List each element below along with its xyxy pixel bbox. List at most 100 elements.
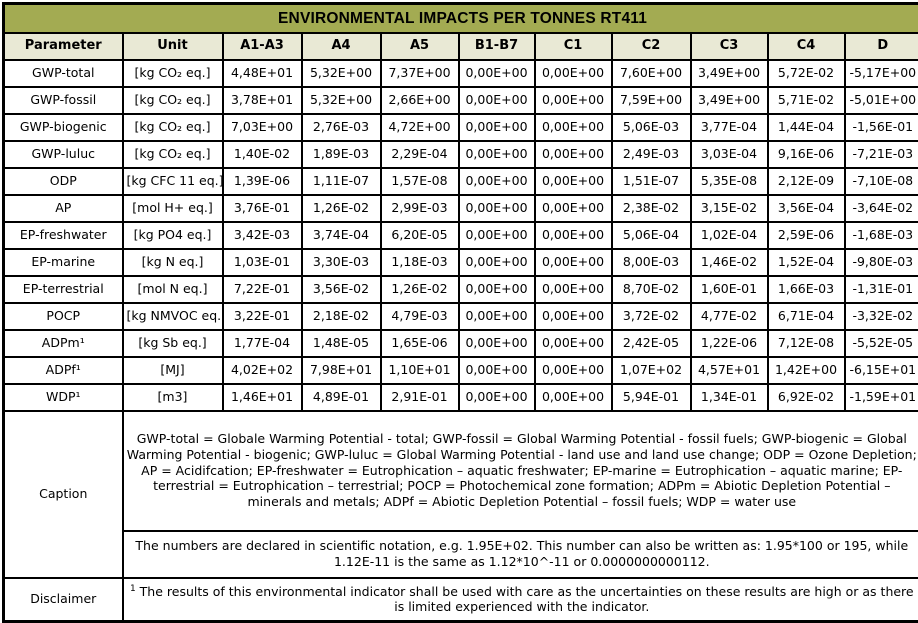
- value-cell: 0,00E+00: [459, 195, 535, 222]
- value-cell: 3,76E-01: [223, 195, 302, 222]
- column-header-a5: A5: [381, 33, 459, 60]
- value-cell: 3,15E-02: [691, 195, 768, 222]
- value-cell: 1,51E-07: [612, 168, 691, 195]
- value-cell: 1,26E-02: [302, 195, 381, 222]
- value-cell: 2,29E-04: [381, 141, 459, 168]
- parameter-cell: GWP-fossil: [4, 87, 123, 114]
- unit-cell: [kg N eq.]: [123, 249, 223, 276]
- value-cell: 0,00E+00: [459, 330, 535, 357]
- value-cell: 8,00E-03: [612, 249, 691, 276]
- disclaimer-text: 1 The results of this environmental indi…: [123, 578, 918, 622]
- value-cell: 7,37E+00: [381, 60, 459, 87]
- value-cell: -3,32E-02: [845, 303, 918, 330]
- value-cell: 1,77E-04: [223, 330, 302, 357]
- value-cell: -1,59E+01: [845, 384, 918, 411]
- value-cell: 9,16E-06: [768, 141, 845, 168]
- parameter-cell: GWP-total: [4, 60, 123, 87]
- value-cell: -5,17E+00: [845, 60, 918, 87]
- disclaimer-row: Disclaimer 1 The results of this environ…: [4, 578, 918, 622]
- value-cell: 1,44E-04: [768, 114, 845, 141]
- value-cell: 3,49E+00: [691, 87, 768, 114]
- value-cell: 1,39E-06: [223, 168, 302, 195]
- unit-cell: [MJ]: [123, 357, 223, 384]
- unit-cell: [kg CO₂ eq.]: [123, 60, 223, 87]
- value-cell: 1,42E+00: [768, 357, 845, 384]
- value-cell: 0,00E+00: [535, 276, 612, 303]
- value-cell: 7,12E-08: [768, 330, 845, 357]
- column-header-c2: C2: [612, 33, 691, 60]
- value-cell: -5,01E+00: [845, 87, 918, 114]
- parameter-cell: ADPf¹: [4, 357, 123, 384]
- value-cell: 0,00E+00: [459, 114, 535, 141]
- value-cell: 1,46E+01: [223, 384, 302, 411]
- value-cell: 1,60E-01: [691, 276, 768, 303]
- value-cell: -3,64E-02: [845, 195, 918, 222]
- value-cell: 2,42E-05: [612, 330, 691, 357]
- parameter-cell: AP: [4, 195, 123, 222]
- caption-label: Caption: [4, 411, 123, 578]
- value-cell: 1,18E-03: [381, 249, 459, 276]
- value-cell: 0,00E+00: [535, 141, 612, 168]
- title-row: ENVIRONMENTAL IMPACTS PER TONNES RT411: [4, 4, 918, 33]
- caption-definitions: GWP-total = Globale Warming Potential - …: [123, 411, 918, 531]
- disclaimer-body: The results of this environmental indica…: [140, 584, 914, 615]
- value-cell: 1,10E+01: [381, 357, 459, 384]
- value-cell: 6,71E-04: [768, 303, 845, 330]
- unit-cell: [kg NMVOC eq.]: [123, 303, 223, 330]
- value-cell: -1,68E-03: [845, 222, 918, 249]
- value-cell: 2,18E-02: [302, 303, 381, 330]
- value-cell: 0,00E+00: [535, 87, 612, 114]
- value-cell: 4,72E+00: [381, 114, 459, 141]
- value-cell: 0,00E+00: [535, 168, 612, 195]
- column-header-c3: C3: [691, 33, 768, 60]
- value-cell: 0,00E+00: [459, 303, 535, 330]
- value-cell: 6,92E-02: [768, 384, 845, 411]
- value-cell: 2,99E-03: [381, 195, 459, 222]
- unit-cell: [mol N eq.]: [123, 276, 223, 303]
- value-cell: 8,70E-02: [612, 276, 691, 303]
- table-title: ENVIRONMENTAL IMPACTS PER TONNES RT411: [4, 4, 918, 33]
- value-cell: -6,15E+01: [845, 357, 918, 384]
- unit-cell: [mol H+ eq.]: [123, 195, 223, 222]
- parameter-cell: GWP-luluc: [4, 141, 123, 168]
- value-cell: 4,57E+01: [691, 357, 768, 384]
- value-cell: 5,06E-04: [612, 222, 691, 249]
- value-cell: 0,00E+00: [535, 114, 612, 141]
- column-header-d: D: [845, 33, 918, 60]
- value-cell: 5,32E+00: [302, 60, 381, 87]
- value-cell: 2,38E-02: [612, 195, 691, 222]
- column-header-b1-b7: B1-B7: [459, 33, 535, 60]
- value-cell: 3,22E-01: [223, 303, 302, 330]
- disclaimer-label: Disclaimer: [4, 578, 123, 622]
- disclaimer-footnote-marker: 1: [130, 584, 136, 594]
- value-cell: 0,00E+00: [459, 384, 535, 411]
- column-header-a4: A4: [302, 33, 381, 60]
- parameter-cell: WDP¹: [4, 384, 123, 411]
- value-cell: 1,22E-06: [691, 330, 768, 357]
- unit-cell: [kg PO4 eq.]: [123, 222, 223, 249]
- value-cell: 1,40E-02: [223, 141, 302, 168]
- value-cell: 5,71E-02: [768, 87, 845, 114]
- value-cell: 2,91E-01: [381, 384, 459, 411]
- value-cell: 0,00E+00: [459, 249, 535, 276]
- value-cell: -1,56E-01: [845, 114, 918, 141]
- parameter-cell: ADPm¹: [4, 330, 123, 357]
- column-header-unit: Unit: [123, 33, 223, 60]
- value-cell: 3,42E-03: [223, 222, 302, 249]
- scientific-notation-note: The numbers are declared in scientific n…: [123, 531, 918, 578]
- value-cell: 0,00E+00: [459, 87, 535, 114]
- value-cell: 1,26E-02: [381, 276, 459, 303]
- value-cell: 1,34E-01: [691, 384, 768, 411]
- value-cell: 0,00E+00: [535, 357, 612, 384]
